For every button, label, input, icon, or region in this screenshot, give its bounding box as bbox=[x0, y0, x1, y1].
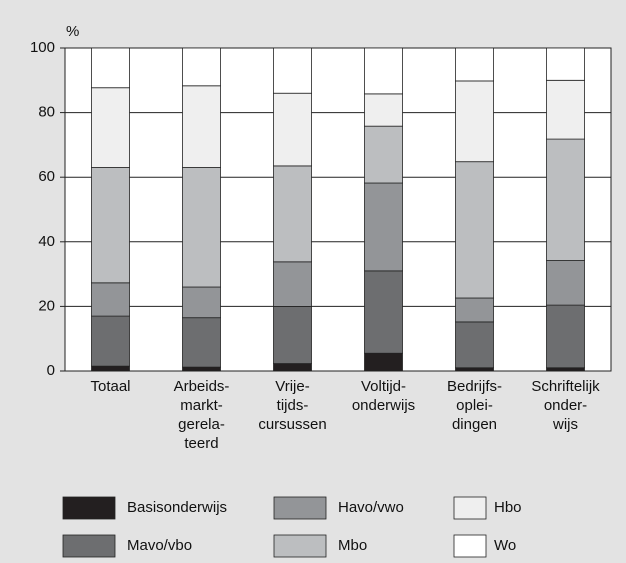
legend-swatch bbox=[62, 534, 116, 558]
bar-segment bbox=[455, 321, 494, 369]
x-tick-label: dingen bbox=[452, 416, 497, 433]
legend-swatch bbox=[453, 534, 487, 558]
bar-segment bbox=[364, 47, 403, 95]
x-tick-label: cursussen bbox=[258, 416, 326, 433]
bar-segment bbox=[182, 167, 221, 288]
y-tick-label: 20 bbox=[38, 297, 55, 314]
bar-segment bbox=[91, 167, 130, 284]
bar-segment bbox=[182, 47, 221, 87]
x-tick-label: Vrije- bbox=[275, 378, 309, 395]
bar-segment bbox=[91, 87, 130, 168]
legend-swatch bbox=[62, 496, 116, 520]
legend-swatch bbox=[273, 496, 327, 520]
bar-segment bbox=[273, 305, 312, 364]
bar-segment bbox=[91, 47, 130, 89]
bar-segment bbox=[546, 304, 585, 369]
bar-segment bbox=[455, 161, 494, 299]
bar-segment bbox=[182, 85, 221, 168]
x-tick-label: Arbeids- bbox=[174, 378, 230, 395]
legend-swatch bbox=[453, 496, 487, 520]
legend-swatch bbox=[273, 534, 327, 558]
bar-segment bbox=[455, 367, 494, 372]
bar-segment bbox=[455, 47, 494, 82]
bar-segment bbox=[273, 92, 312, 167]
bar-segment bbox=[455, 80, 494, 163]
bar-segment bbox=[91, 315, 130, 367]
y-tick-label: 40 bbox=[38, 233, 55, 250]
x-tick-label: tijds- bbox=[277, 397, 309, 414]
x-tick-label: markt- bbox=[180, 397, 223, 414]
x-tick-label: Totaal bbox=[90, 378, 130, 395]
legend-label: Hbo bbox=[494, 499, 522, 516]
bar-segment bbox=[182, 317, 221, 368]
bar-segment bbox=[546, 79, 585, 140]
bar-segment bbox=[364, 270, 403, 354]
bar-segment bbox=[91, 365, 130, 372]
y-tick-label: 100 bbox=[30, 39, 55, 56]
bar-segment bbox=[546, 260, 585, 306]
bar-segment bbox=[273, 363, 312, 372]
y-unit: % bbox=[66, 23, 79, 40]
legend-label: Basisonderwijs bbox=[127, 499, 227, 516]
x-tick-label: Bedrijfs- bbox=[447, 378, 502, 395]
x-tick-label: teerd bbox=[184, 435, 218, 452]
bar-segment bbox=[182, 366, 221, 372]
bar-segment bbox=[546, 47, 585, 81]
bar-segment bbox=[273, 47, 312, 94]
bar-segment bbox=[273, 165, 312, 263]
x-tick-label: oplei- bbox=[456, 397, 493, 414]
bar-segment bbox=[364, 182, 403, 272]
x-tick-label: Schriftelijk bbox=[531, 378, 600, 395]
x-tick-label: gerela- bbox=[178, 416, 225, 433]
bar-segment bbox=[364, 125, 403, 184]
y-tick-label: 60 bbox=[38, 168, 55, 185]
x-tick-label: Voltijd- bbox=[361, 378, 406, 395]
y-tick-label: 80 bbox=[38, 104, 55, 121]
bar-segment bbox=[91, 282, 130, 317]
x-tick-label: onderwijs bbox=[352, 397, 415, 414]
legend-label: Mbo bbox=[338, 537, 367, 554]
bar-segment bbox=[364, 93, 403, 127]
x-tick-label: onder- bbox=[544, 397, 587, 414]
bar-segment bbox=[364, 352, 403, 372]
bar-segment bbox=[273, 261, 312, 307]
bar-segment bbox=[455, 297, 494, 323]
plot-area bbox=[64, 47, 612, 372]
y-tick-label: 0 bbox=[47, 362, 55, 379]
legend-label: Wo bbox=[494, 537, 516, 554]
x-tick-label: wijs bbox=[552, 416, 578, 433]
legend-label: Mavo/vbo bbox=[127, 537, 192, 554]
legend-label: Havo/vwo bbox=[338, 499, 404, 516]
bar-segment bbox=[546, 367, 585, 372]
bar-segment bbox=[182, 286, 221, 319]
bar-segment bbox=[546, 138, 585, 261]
